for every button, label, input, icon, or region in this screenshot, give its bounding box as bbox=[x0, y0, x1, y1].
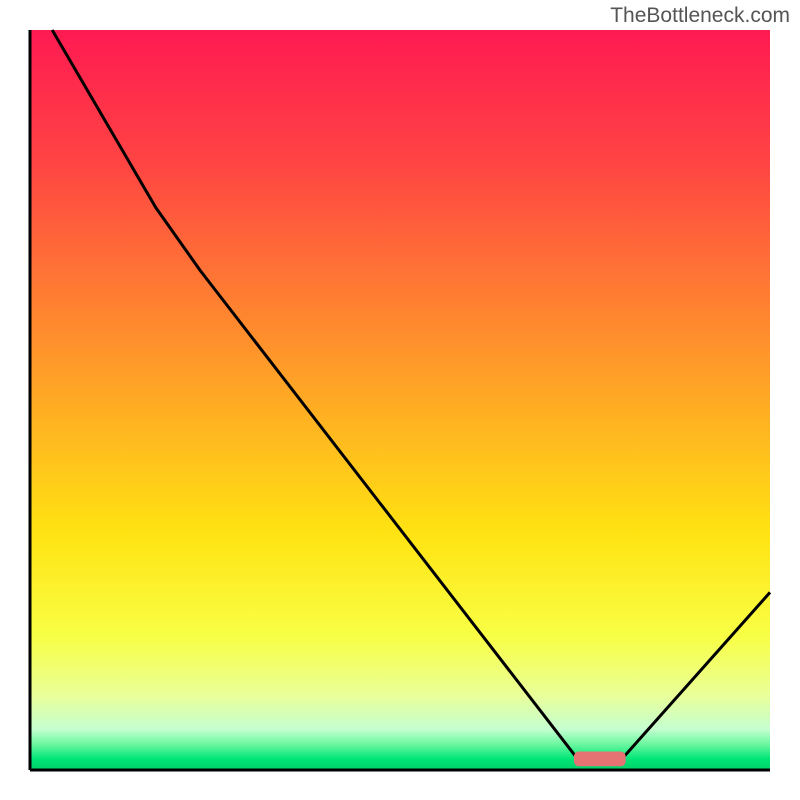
chart-svg bbox=[0, 0, 800, 800]
chart-background bbox=[30, 30, 770, 770]
watermark-text: TheBottleneck.com bbox=[610, 4, 790, 28]
optimal-marker bbox=[574, 752, 626, 767]
bottleneck-chart bbox=[0, 0, 800, 800]
